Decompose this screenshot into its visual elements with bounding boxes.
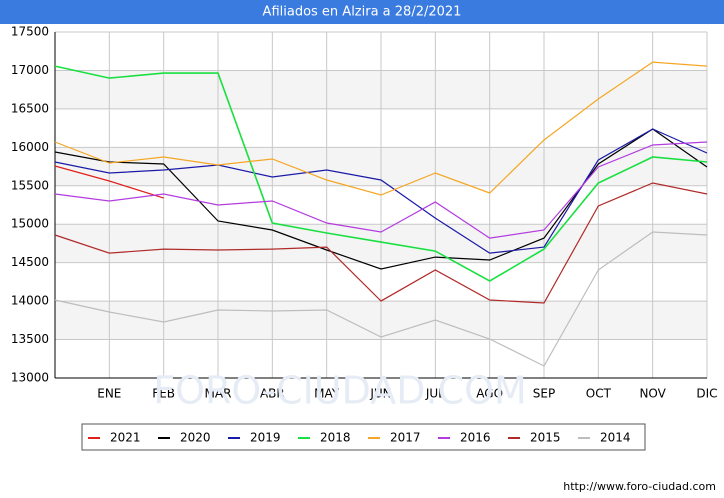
- title-bar: [0, 0, 724, 24]
- series-line: [54, 61, 708, 196]
- series-line: [54, 182, 708, 304]
- y-tick-label: 17500: [11, 25, 49, 39]
- x-tick-label: SEP: [533, 387, 555, 401]
- x-tick-label: FEB: [152, 387, 175, 401]
- x-tick-label: JUL: [425, 387, 445, 401]
- footer: http://www.foro-ciudad.com: [563, 480, 716, 493]
- x-tick-label: MAR: [205, 387, 232, 401]
- series-line: [54, 141, 708, 239]
- x-tick-label: ENE: [97, 387, 121, 401]
- series-line: [54, 128, 708, 270]
- y-tick-label: 16500: [11, 101, 49, 115]
- legend-label: 2017: [390, 431, 421, 445]
- x-tick-label: JUN: [369, 387, 391, 401]
- watermark: FORO-CIUDAD.COM: [153, 369, 527, 413]
- series-line: [54, 165, 164, 199]
- x-tick-label: AGO: [476, 387, 503, 401]
- legend-label: 2016: [460, 431, 491, 445]
- y-tick-label: 14500: [11, 255, 49, 269]
- y-tick-label: 16000: [11, 140, 49, 154]
- x-tick-label: NOV: [639, 387, 666, 401]
- legend-label: 2020: [180, 431, 211, 445]
- series-line: [54, 128, 708, 254]
- series-line: [54, 231, 708, 367]
- y-tick-label: 13000: [11, 371, 49, 385]
- x-tick-label: OCT: [586, 387, 612, 401]
- legend-label: 2019: [250, 431, 281, 445]
- y-tick-label: 15500: [11, 178, 49, 192]
- legend-label: 2018: [320, 431, 351, 445]
- y-tick-label: 13500: [11, 332, 49, 346]
- y-tick-label: 15000: [11, 217, 49, 231]
- chart-title: Afiliados en Alzira a 28/2/2021: [263, 5, 462, 20]
- series-line: [54, 65, 708, 282]
- x-tick-label: MAY: [314, 387, 340, 401]
- legend-label: 2021: [110, 431, 141, 445]
- y-tick-label: 17000: [11, 63, 49, 77]
- x-tick-label: DIC: [696, 387, 717, 401]
- legend-box: [81, 423, 646, 451]
- legend-label: 2014: [600, 431, 631, 445]
- x-tick-label: ABR: [260, 387, 285, 401]
- y-tick-label: 14000: [11, 294, 49, 308]
- legend-label: 2015: [530, 431, 561, 445]
- plot-area: 13000 13500 14000 14500 15000 15500 16000 16500…: [11, 25, 718, 401]
